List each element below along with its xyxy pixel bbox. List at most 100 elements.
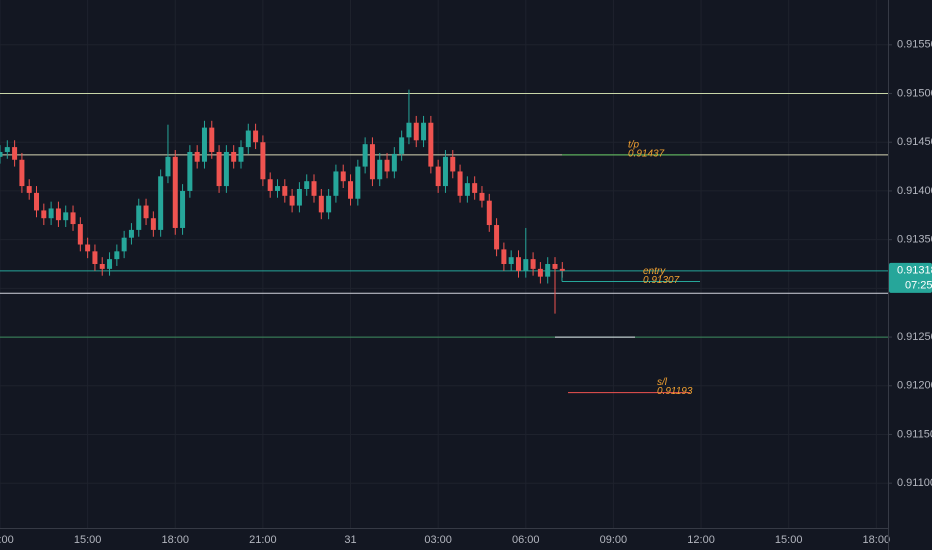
candle-body bbox=[121, 237, 127, 252]
annotation-label: t/p bbox=[628, 140, 640, 151]
candle-body bbox=[41, 210, 47, 219]
candle-body bbox=[333, 171, 339, 196]
candle-body bbox=[158, 176, 164, 230]
candle-body bbox=[128, 229, 134, 238]
candle-body bbox=[34, 192, 40, 211]
x-tick-label: 18:00 bbox=[863, 534, 891, 546]
candle-body bbox=[428, 122, 434, 167]
candle-body bbox=[107, 259, 113, 269]
annotation-value: 0.91437 bbox=[628, 149, 665, 160]
candle-body bbox=[63, 212, 69, 221]
x-tick-label: 31 bbox=[344, 534, 356, 546]
candle-body bbox=[275, 186, 280, 191]
annotation-label: s/l bbox=[657, 377, 668, 388]
candle-body bbox=[187, 151, 193, 191]
candle-body bbox=[92, 251, 98, 264]
candle-body bbox=[26, 186, 32, 193]
candle-body bbox=[494, 225, 500, 250]
candle-body bbox=[77, 224, 83, 245]
candle-body bbox=[399, 137, 405, 154]
candle-body bbox=[515, 257, 521, 271]
candle-body bbox=[194, 151, 200, 162]
candle-body bbox=[180, 190, 186, 228]
countdown: 07:25 bbox=[905, 280, 932, 292]
candle-body bbox=[384, 159, 390, 172]
candle-body bbox=[304, 181, 310, 189]
candle-body bbox=[253, 130, 259, 143]
candle-body bbox=[362, 144, 368, 167]
candle-body bbox=[12, 147, 18, 160]
candle-body bbox=[523, 259, 529, 271]
candle-body bbox=[413, 122, 419, 141]
candle-body bbox=[267, 179, 273, 191]
x-tick-label: 21:00 bbox=[249, 534, 277, 546]
candle-body bbox=[508, 257, 514, 264]
candle-body bbox=[289, 195, 295, 206]
x-tick-label: 09:00 bbox=[600, 534, 628, 546]
candle-body bbox=[406, 122, 412, 138]
candle-body bbox=[442, 156, 448, 187]
x-tick-label: 03:00 bbox=[424, 534, 452, 546]
candle-body bbox=[486, 200, 492, 226]
x-tick-label: 15:00 bbox=[74, 534, 102, 546]
annotation-value: 0.91307 bbox=[643, 275, 680, 286]
candle-body bbox=[464, 183, 470, 196]
candle-body bbox=[143, 205, 149, 219]
candle-body bbox=[48, 208, 54, 219]
candle-body bbox=[472, 183, 478, 193]
candle-body bbox=[450, 156, 456, 172]
y-tick-label: 0.91100 bbox=[897, 477, 932, 489]
candle-body bbox=[70, 212, 76, 225]
candle-body bbox=[377, 159, 383, 180]
candle-body bbox=[223, 151, 229, 187]
x-tick-label: 06:00 bbox=[512, 534, 540, 546]
candle-body bbox=[216, 151, 222, 187]
candle-body bbox=[245, 130, 251, 148]
candle-body bbox=[501, 249, 507, 264]
candle-body bbox=[559, 268, 565, 271]
candle-body bbox=[99, 264, 105, 269]
annotation-value: 0.91193 bbox=[657, 386, 693, 397]
candle-body bbox=[435, 166, 441, 187]
candle-body bbox=[326, 195, 332, 213]
candle-body bbox=[340, 171, 346, 182]
x-tick-label: 12:00 bbox=[0, 534, 14, 546]
candle-body bbox=[537, 268, 543, 277]
candle-body bbox=[457, 171, 463, 196]
candle-body bbox=[318, 195, 324, 213]
candle-body bbox=[114, 251, 120, 260]
x-tick-label: 15:00 bbox=[775, 534, 803, 546]
candle-body bbox=[355, 166, 361, 199]
candle-body bbox=[231, 151, 237, 162]
candle-body bbox=[0, 151, 3, 157]
candle-body bbox=[150, 218, 156, 230]
x-tick-label: 18:00 bbox=[161, 534, 189, 546]
candle-body bbox=[479, 192, 485, 201]
candle-body bbox=[311, 181, 317, 196]
candle-body bbox=[348, 181, 354, 199]
candle-body bbox=[296, 188, 302, 206]
candle-body bbox=[201, 127, 207, 162]
candle-body bbox=[369, 144, 375, 180]
candle-body bbox=[55, 208, 61, 221]
candle-body bbox=[165, 156, 171, 177]
candle-body bbox=[136, 205, 142, 230]
candle-body bbox=[260, 142, 266, 180]
candle-body bbox=[172, 156, 178, 228]
candle-body bbox=[209, 127, 215, 152]
x-tick-label: 12:00 bbox=[687, 534, 715, 546]
candle-body bbox=[545, 264, 551, 277]
candle-body bbox=[238, 147, 244, 162]
candle-body bbox=[85, 244, 91, 252]
annotation-label: entry bbox=[643, 266, 666, 277]
last-price: 0.91318 bbox=[897, 265, 932, 277]
